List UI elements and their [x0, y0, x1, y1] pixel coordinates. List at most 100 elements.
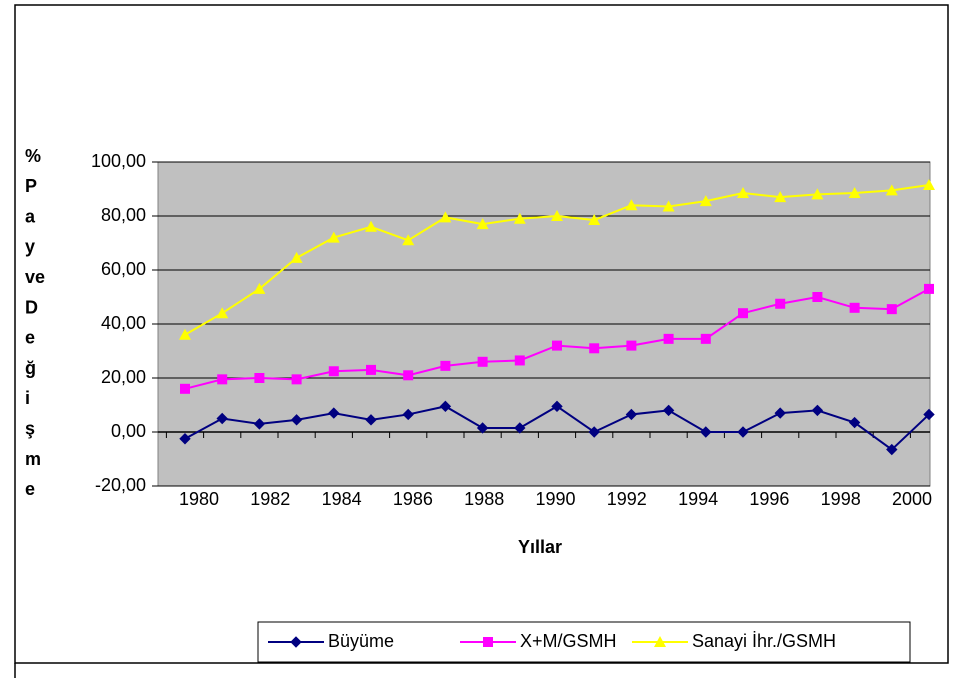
y-tick-label: 80,00: [101, 205, 146, 225]
x-tick-label: 2000: [892, 489, 932, 509]
data-point: [662, 200, 675, 212]
legend-marker: [654, 636, 666, 647]
x-tick-label: 1994: [678, 489, 718, 509]
data-point: [402, 408, 414, 421]
data-point: [180, 383, 190, 394]
x-tick-label: 1980: [179, 489, 219, 509]
data-point: [737, 426, 749, 438]
data-point: [551, 400, 563, 413]
data-point: [402, 234, 415, 246]
data-point: [924, 283, 934, 294]
data-point: [551, 210, 563, 221]
data-point: [179, 328, 191, 340]
x-tick-label: 1990: [535, 489, 575, 509]
data-point: [440, 360, 451, 371]
data-point: [328, 366, 339, 377]
data-point: [514, 422, 526, 434]
data-point: [253, 282, 266, 294]
legend-label: Büyüme: [328, 631, 394, 651]
y-axis-title: %: [25, 146, 41, 166]
data-point: [290, 414, 303, 426]
data-point: [514, 355, 525, 366]
data-point: [885, 184, 898, 196]
data-point: [589, 343, 600, 354]
data-point: [700, 426, 712, 438]
data-point: [662, 404, 675, 417]
x-axis-title: Yıllar: [518, 537, 562, 557]
x-tick-label: 1996: [749, 489, 789, 509]
x-tick-label: 1986: [393, 489, 433, 509]
data-point: [849, 302, 860, 313]
data-point: [774, 191, 787, 203]
data-point: [923, 408, 935, 421]
data-point: [886, 304, 897, 315]
data-point: [700, 333, 711, 344]
legend-marker: [290, 636, 302, 648]
data-point: [848, 187, 861, 199]
data-point: [812, 292, 823, 302]
data-point: [588, 426, 600, 438]
y-tick-label: 100,00: [91, 151, 146, 171]
y-axis-title: i: [25, 388, 30, 408]
data-point: [365, 220, 377, 232]
x-tick-label: 1988: [464, 489, 504, 509]
y-axis-title: y: [25, 237, 35, 257]
legend-label: Sanayi İhr./GSMH: [692, 631, 836, 651]
x-tick-label: 1992: [607, 489, 647, 509]
y-tick-label: 60,00: [101, 259, 146, 279]
legend-marker: [483, 637, 493, 647]
y-tick-label: 0,00: [111, 421, 146, 441]
data-point: [290, 251, 303, 263]
x-tick-label: 1998: [821, 489, 861, 509]
data-point: [886, 443, 898, 456]
data-point: [738, 308, 748, 319]
y-axis-title: e: [25, 328, 35, 348]
data-point: [476, 422, 489, 434]
x-tick-label: 1982: [250, 489, 290, 509]
data-point: [625, 199, 638, 211]
y-axis-title: P: [25, 176, 37, 196]
y-tick-label: 20,00: [101, 367, 146, 387]
y-axis-title: ş: [25, 418, 35, 438]
data-point: [774, 407, 786, 419]
data-point: [552, 340, 562, 351]
y-axis-title: a: [25, 206, 36, 226]
y-axis-title: m: [25, 449, 41, 469]
y-tick-label: 40,00: [101, 313, 146, 333]
y-axis-title: ve: [25, 267, 45, 287]
data-point: [439, 211, 452, 223]
data-point: [366, 364, 376, 375]
data-point: [216, 412, 228, 425]
x-tick-label: 1984: [322, 489, 362, 509]
data-point: [217, 374, 228, 385]
data-point: [216, 307, 229, 319]
data-point: [625, 408, 638, 421]
data-point: [291, 374, 302, 385]
data-point: [811, 188, 824, 200]
y-tick-label: -20,00: [95, 475, 146, 495]
data-point: [328, 407, 340, 419]
data-point: [477, 356, 488, 367]
y-axis-title: ğ: [25, 358, 36, 378]
data-point: [663, 333, 674, 344]
data-point: [253, 418, 266, 430]
data-point: [254, 373, 265, 383]
data-point: [439, 400, 452, 413]
data-point: [923, 178, 935, 190]
data-point: [811, 404, 824, 417]
y-axis-title: D: [25, 297, 38, 317]
data-point: [848, 416, 861, 429]
legend: [257, 621, 911, 663]
data-point: [626, 340, 637, 351]
data-point: [588, 214, 601, 226]
data-point: [179, 433, 191, 445]
data-point: [699, 195, 712, 207]
legend-label: X+M/GSMH: [520, 631, 617, 651]
data-point: [476, 218, 489, 230]
data-point: [403, 370, 414, 381]
y-axis-title: e: [25, 479, 35, 499]
data-point: [737, 187, 749, 199]
data-point: [513, 212, 526, 224]
data-point: [775, 298, 786, 309]
